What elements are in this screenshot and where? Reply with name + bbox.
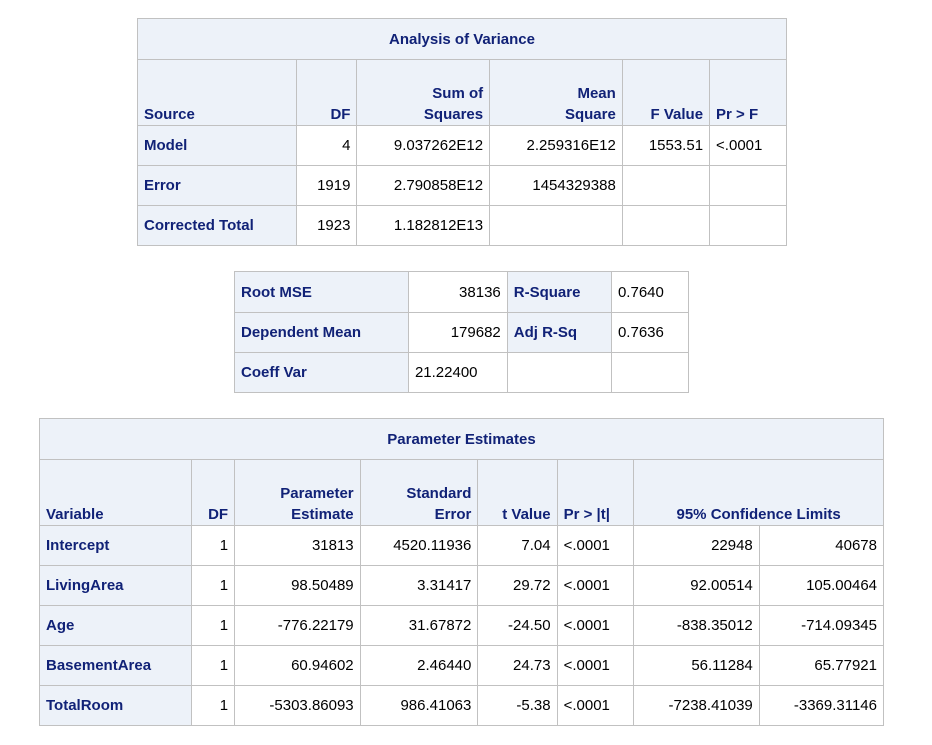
estimate-cell: -776.22179: [234, 605, 361, 646]
pr-f-cell: <.0001: [709, 125, 787, 166]
fit-label: Coeff Var: [234, 352, 409, 393]
ms-cell: [489, 205, 623, 246]
table-row: Corrected Total 1923 1.182812E13: [136, 205, 787, 246]
table-row: Coeff Var 21.22400: [234, 352, 690, 393]
fit-label: Root MSE: [234, 271, 409, 313]
upper-cl-cell: 105.00464: [758, 565, 885, 606]
table-row: Model 4 9.037262E12 2.259316E12 1553.51 …: [136, 125, 787, 166]
f-value-cell: 1553.51: [621, 125, 711, 166]
upper-cl-cell: 40678: [758, 525, 885, 566]
df-cell: 4: [296, 125, 358, 166]
header-variable: Variable: [38, 459, 193, 526]
fit-value: 38136: [407, 271, 508, 313]
variable-cell: BasementArea: [38, 645, 193, 686]
table-row: Dependent Mean 179682 Adj R-Sq 0.7636: [234, 312, 690, 353]
header-source: Source: [136, 59, 298, 126]
lower-cl-cell: -7238.41039: [633, 685, 760, 726]
t-value-cell: -5.38: [477, 685, 558, 726]
df-cell: 1: [191, 685, 236, 726]
table-row: TotalRoom 1 -5303.86093 986.41063 -5.38 …: [38, 685, 885, 726]
header-pr-t: Pr > |t|: [556, 459, 635, 526]
ms-cell: 2.259316E12: [489, 125, 623, 166]
fit-value: 21.22400: [407, 352, 508, 393]
header-df: DF: [296, 59, 358, 126]
pr-f-cell: [709, 165, 787, 206]
lower-cl-cell: -838.35012: [633, 605, 760, 646]
header-parameter-estimate: Parameter Estimate: [234, 459, 361, 526]
pr-t-cell: <.0001: [556, 645, 635, 686]
std-error-cell: 2.46440: [359, 645, 479, 686]
table-row: Root MSE 38136 R-Square 0.7640: [234, 271, 690, 313]
pr-f-cell: [709, 205, 787, 246]
table-row: Intercept 1 31813 4520.11936 7.04 <.0001…: [38, 525, 885, 566]
header-df: DF: [191, 459, 236, 526]
ss-cell: 1.182812E13: [356, 205, 491, 246]
variable-cell: Intercept: [38, 525, 193, 566]
t-value-cell: 29.72: [477, 565, 558, 606]
header-pr-f: Pr > F: [709, 59, 787, 126]
t-value-cell: -24.50: [477, 605, 558, 646]
header-confidence-limits: 95% Confidence Limits: [633, 459, 884, 526]
std-error-cell: 4520.11936: [359, 525, 479, 566]
source-cell: Corrected Total: [136, 205, 298, 246]
header-sum-of-squares: Sum of Squares: [356, 59, 491, 126]
table-row: Age 1 -776.22179 31.67872 -24.50 <.0001 …: [38, 605, 885, 646]
pr-t-cell: <.0001: [556, 565, 635, 606]
lower-cl-cell: 22948: [633, 525, 760, 566]
lower-cl-cell: 56.11284: [633, 645, 760, 686]
df-cell: 1: [191, 565, 236, 606]
table-row: LivingArea 1 98.50489 3.31417 29.72 <.00…: [38, 565, 885, 606]
fit-value: [610, 352, 690, 393]
t-value-cell: 24.73: [477, 645, 558, 686]
std-error-cell: 31.67872: [359, 605, 479, 646]
params-title: Parameter Estimates: [39, 418, 884, 460]
header-standard-error: Standard Error: [359, 459, 479, 526]
lower-cl-cell: 92.00514: [633, 565, 760, 606]
df-cell: 1923: [296, 205, 358, 246]
header-mean-square: Mean Square: [489, 59, 623, 126]
header-f-value: F Value: [621, 59, 711, 126]
table-row: Error 1919 2.790858E12 1454329388: [136, 165, 787, 206]
fit-value: 0.7636: [610, 312, 690, 353]
variable-cell: TotalRoom: [38, 685, 193, 726]
header-t-value: t Value: [477, 459, 558, 526]
fit-label: Dependent Mean: [234, 312, 409, 353]
estimate-cell: 60.94602: [234, 645, 361, 686]
ss-cell: 9.037262E12: [356, 125, 491, 166]
source-cell: Error: [136, 165, 298, 206]
upper-cl-cell: 65.77921: [758, 645, 885, 686]
source-cell: Model: [136, 125, 298, 166]
t-value-cell: 7.04: [477, 525, 558, 566]
df-cell: 1919: [296, 165, 358, 206]
upper-cl-cell: -3369.31146: [758, 685, 885, 726]
upper-cl-cell: -714.09345: [758, 605, 885, 646]
pr-t-cell: <.0001: [556, 685, 635, 726]
f-value-cell: [621, 165, 711, 206]
anova-table: Analysis of Variance Source DF Sum of Squ…: [136, 18, 787, 246]
df-cell: 1: [191, 605, 236, 646]
std-error-cell: 986.41063: [359, 685, 479, 726]
estimate-cell: 98.50489: [234, 565, 361, 606]
ms-cell: 1454329388: [489, 165, 623, 206]
std-error-cell: 3.31417: [359, 565, 479, 606]
estimate-cell: 31813: [234, 525, 361, 566]
fit-value: 179682: [407, 312, 508, 353]
variable-cell: Age: [38, 605, 193, 646]
fit-statistics-table: Root MSE 38136 R-Square 0.7640 Dependent…: [234, 271, 690, 393]
estimate-cell: -5303.86093: [234, 685, 361, 726]
anova-title: Analysis of Variance: [137, 18, 787, 60]
f-value-cell: [621, 205, 711, 246]
fit-value: 0.7640: [610, 271, 690, 313]
pr-t-cell: <.0001: [556, 605, 635, 646]
fit-label: Adj R-Sq: [506, 312, 612, 353]
df-cell: 1: [191, 645, 236, 686]
pr-t-cell: <.0001: [556, 525, 635, 566]
table-row: BasementArea 1 60.94602 2.46440 24.73 <.…: [38, 645, 885, 686]
ss-cell: 2.790858E12: [356, 165, 491, 206]
df-cell: 1: [191, 525, 236, 566]
variable-cell: LivingArea: [38, 565, 193, 606]
fit-label: [506, 352, 612, 393]
fit-label: R-Square: [506, 271, 612, 313]
parameter-estimates-table: Parameter Estimates Variable DF Paramete…: [38, 418, 885, 726]
